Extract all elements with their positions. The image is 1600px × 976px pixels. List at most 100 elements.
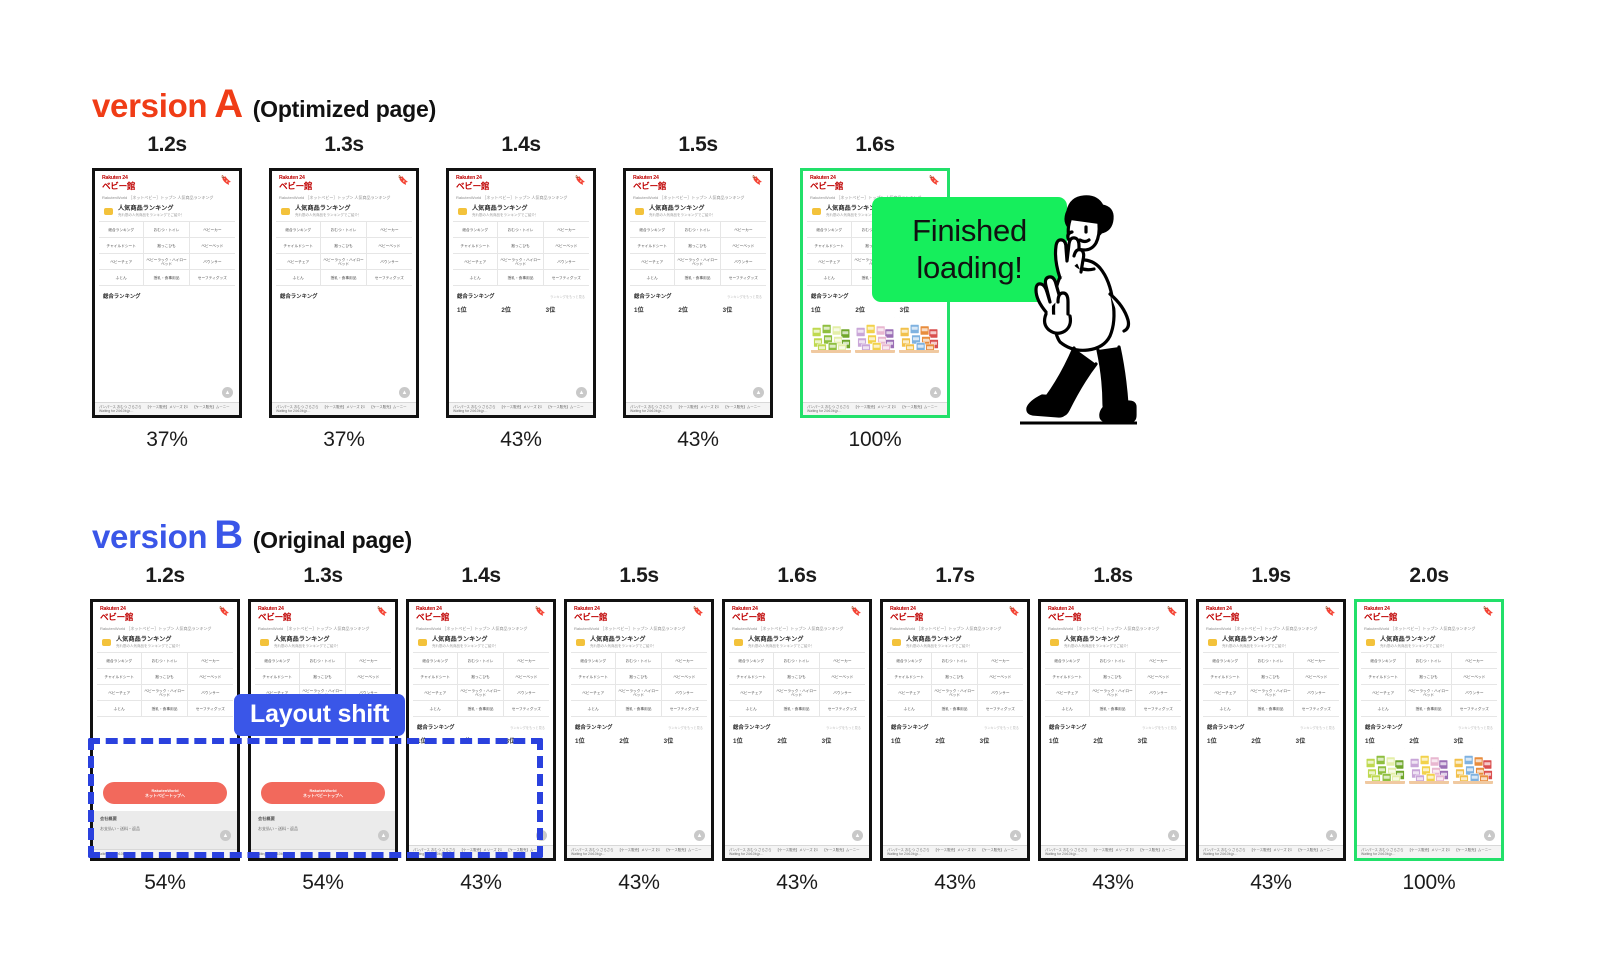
scroll-to-top-icon[interactable]: ▲ [220,830,231,841]
category-cell[interactable]: 総合ランキング [97,653,143,670]
category-cell[interactable]: おむつ・トイレ [774,653,820,670]
category-cell[interactable]: 抱っこひも [616,669,662,686]
product-image[interactable] [811,317,851,354]
category-cell[interactable]: 総合ランキング [571,653,617,670]
bookmark-icon[interactable]: 🔖 [397,175,409,185]
category-cell[interactable]: 抱っこひも [774,669,820,686]
category-cell[interactable]: チャイルドシート [1361,669,1407,686]
category-cell[interactable]: 抱っこひも [1406,669,1452,686]
category-cell[interactable]: バウンサー [819,685,865,702]
category-cell[interactable]: ベビーラック・ハイローベッド [144,254,190,271]
category-cell[interactable]: 抱っこひも [675,238,721,255]
category-cell[interactable]: セーフティグッズ [503,701,549,718]
bookmark-icon[interactable]: 🔖 [928,175,940,185]
category-cell[interactable]: 抱っこひも [458,669,504,686]
category-cell[interactable]: 総合ランキング [276,222,322,239]
category-cell[interactable]: 抱っこひも [321,238,367,255]
category-cell[interactable]: チャイルドシート [413,669,459,686]
product-image[interactable] [1453,748,1493,785]
category-cell[interactable]: 抱っこひも [144,238,190,255]
category-cell[interactable]: ベビーラック・ハイローベッド [498,254,544,271]
category-cell[interactable]: 総合ランキング [1203,653,1249,670]
category-cell[interactable]: 総合ランキング [99,222,145,239]
category-cell[interactable]: セーフティグッズ [819,701,865,718]
category-cell[interactable]: ベビーベッド [189,238,235,255]
category-cell[interactable]: バウンサー [366,254,412,271]
category-cell[interactable]: ベビーカー [819,653,865,670]
category-cell[interactable]: 総合ランキング [413,653,459,670]
category-cell[interactable]: ベビーチェア [630,254,676,271]
category-cell[interactable]: おむつ・トイレ [498,222,544,239]
overall-ranking-more-link[interactable]: ランキングをもっと見る [826,726,861,731]
overall-ranking-more-link[interactable]: ランキングをもっと見る [1458,726,1493,731]
category-cell[interactable]: チャイルドシート [99,238,145,255]
category-cell[interactable]: 総合ランキング [729,653,775,670]
category-cell[interactable]: ふとん [453,270,499,287]
category-cell[interactable]: ふとん [97,701,143,718]
category-cell[interactable]: ふとん [1361,701,1407,718]
category-cell[interactable]: 抱っこひも [142,669,188,686]
scroll-to-top-icon[interactable]: ▲ [1326,830,1337,841]
category-cell[interactable]: 授乳・食事用品 [1406,701,1452,718]
category-cell[interactable]: ベビーベッド [503,669,549,686]
footer-links[interactable]: お支払い・送料・返品 [258,825,298,831]
category-cell[interactable]: 抱っこひも [932,669,978,686]
category-cell[interactable]: 授乳・食事用品 [142,701,188,718]
scroll-to-top-icon[interactable]: ▲ [694,830,705,841]
product-image[interactable] [855,317,895,354]
category-cell[interactable]: バウンサー [720,254,766,271]
category-cell[interactable]: おむつ・トイレ [144,222,190,239]
category-cell[interactable]: おむつ・トイレ [1248,653,1294,670]
category-cell[interactable]: 授乳・食事用品 [774,701,820,718]
category-cell[interactable]: ふとん [276,270,322,287]
category-cell[interactable]: ベビーチェア [413,685,459,702]
scroll-to-top-icon[interactable]: ▲ [753,387,764,398]
footer-links[interactable]: お支払い・送料・返品 [100,825,140,831]
category-cell[interactable]: ベビーベッド [543,238,589,255]
category-cell[interactable]: 総合ランキング [453,222,499,239]
category-cell[interactable]: 総合ランキング [807,222,853,239]
category-cell[interactable]: セーフティグッズ [661,701,707,718]
product-image[interactable] [1409,748,1449,785]
category-cell[interactable]: ふとん [1045,701,1091,718]
overall-ranking-more-link[interactable]: ランキングをもっと見る [727,295,762,300]
category-cell[interactable]: ベビーチェア [807,254,853,271]
category-cell[interactable]: セーフティグッズ [189,270,235,287]
category-cell[interactable]: ふとん [571,701,617,718]
scroll-to-top-icon[interactable]: ▲ [852,830,863,841]
category-cell[interactable]: ベビーベッド [1293,669,1339,686]
category-cell[interactable]: ベビーチェア [887,685,933,702]
category-cell[interactable]: ベビーカー [543,222,589,239]
category-cell[interactable]: 授乳・食事用品 [144,270,190,287]
scroll-to-top-icon[interactable]: ▲ [1484,830,1495,841]
category-cell[interactable]: セーフティグッズ [1293,701,1339,718]
category-cell[interactable]: チャイルドシート [453,238,499,255]
bookmark-icon[interactable]: 🔖 [534,606,546,616]
category-cell[interactable]: 授乳・食事用品 [616,701,662,718]
category-cell[interactable]: ベビーチェア [97,685,143,702]
category-cell[interactable]: チャイルドシート [571,669,617,686]
category-cell[interactable]: チャイルドシート [1045,669,1091,686]
scroll-to-top-icon[interactable]: ▲ [1168,830,1179,841]
category-cell[interactable]: ふとん [807,270,853,287]
scroll-to-top-icon[interactable]: ▲ [399,387,410,398]
category-cell[interactable]: 抱っこひも [1248,669,1294,686]
category-cell[interactable]: おむつ・トイレ [932,653,978,670]
category-cell[interactable]: ベビーカー [189,222,235,239]
bookmark-icon[interactable]: 🔖 [1482,606,1494,616]
category-cell[interactable]: バウンサー [1293,685,1339,702]
footer-title[interactable]: 会社概要 [100,815,117,821]
category-cell[interactable]: ベビーカー [1293,653,1339,670]
category-cell[interactable]: チャイルドシート [1203,669,1249,686]
category-cell[interactable]: チャイルドシート [630,238,676,255]
category-cell[interactable]: セーフティグッズ [187,701,233,718]
category-cell[interactable]: おむつ・トイレ [675,222,721,239]
cta-button[interactable]: RakutenWorld ネットベビートップへ [103,781,227,804]
category-cell[interactable]: 総合ランキング [1045,653,1091,670]
bookmark-icon[interactable]: 🔖 [220,175,232,185]
category-cell[interactable]: ベビーカー [187,653,233,670]
category-cell[interactable]: ベビーカー [661,653,707,670]
bookmark-icon[interactable]: 🔖 [218,606,230,616]
category-cell[interactable]: ベビーチェア [1203,685,1249,702]
category-cell[interactable]: 授乳・食事用品 [498,270,544,287]
